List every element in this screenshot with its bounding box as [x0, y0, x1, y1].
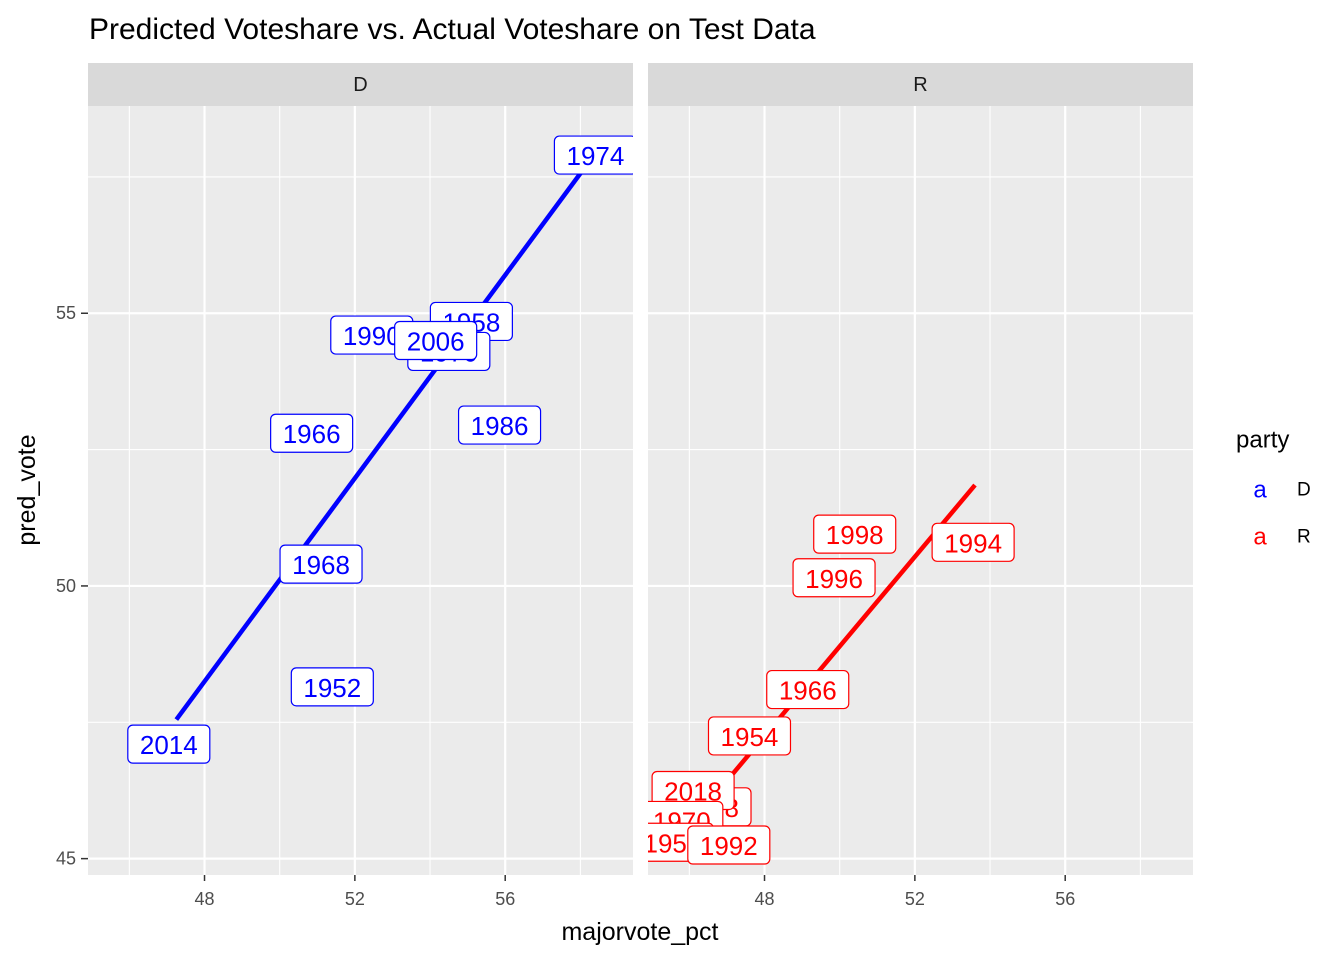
label-box [290, 667, 374, 707]
point-label: 1952 [290, 667, 374, 707]
legend-key-d: a [1253, 477, 1267, 504]
strip-label-d: D [353, 74, 367, 96]
point-label: 2014 [127, 724, 211, 764]
x-tick-label: 52 [905, 889, 925, 909]
facet-panel-d: D 19741958199019702006196619861968195220… [88, 63, 633, 909]
y-axis-title: pred_vote [13, 434, 41, 545]
label-layer: 1998199419961966195419782018197019581992 [648, 514, 1015, 865]
label-layer: 1974195819901970200619661986196819522014 [127, 135, 633, 764]
point-label: 1954 [707, 716, 792, 756]
label-box [813, 514, 897, 554]
label-box [457, 405, 542, 445]
label-box [553, 135, 633, 175]
label-text: 1966 [283, 419, 341, 449]
label-text: 1998 [826, 520, 884, 550]
legend: party a D a R [1236, 427, 1311, 551]
facet-panel-r: R 19981994199619661954197820181970195819… [648, 63, 1193, 909]
label-box [707, 716, 792, 756]
x-tick-label: 52 [345, 889, 365, 909]
label-text: 1996 [805, 564, 863, 594]
fit-line-layer [174, 161, 590, 721]
label-text: 1974 [566, 141, 624, 171]
x-tick-label: 56 [1055, 889, 1075, 909]
label-text: 1994 [944, 528, 1002, 558]
x-tick-label: 56 [495, 889, 515, 909]
label-box [127, 724, 211, 764]
point-label: 1996 [792, 558, 876, 598]
y-tick-label: 45 [56, 849, 76, 869]
label-text: 1952 [303, 673, 361, 703]
legend-key-r: a [1253, 524, 1267, 551]
label-text: 1968 [292, 550, 350, 580]
x-axis-title: majorvote_pct [561, 918, 718, 946]
point-label: 1992 [687, 825, 771, 865]
point-label: 1990 [330, 315, 414, 355]
label-box [792, 558, 876, 598]
fit-line [174, 161, 590, 721]
point-label: 1966 [766, 669, 850, 710]
x-axis: 48 52 56 [755, 875, 1075, 909]
strip-label-r: R [913, 74, 927, 96]
label-box [766, 669, 850, 710]
x-axis: 48 52 56 [195, 875, 515, 909]
y-tick-label: 55 [56, 303, 76, 323]
point-label: 1974 [553, 135, 633, 175]
label-text: 1954 [721, 722, 779, 752]
label-text: 1966 [779, 676, 837, 706]
label-text: 2014 [140, 730, 198, 760]
strip-background [648, 63, 1193, 106]
point-label: 1966 [270, 413, 354, 453]
strip-background [88, 63, 633, 106]
point-label: 1994 [931, 522, 1015, 562]
y-axis: 45 50 55 [56, 303, 88, 869]
point-label: 1998 [813, 514, 897, 554]
label-box [687, 825, 771, 865]
point-label: 1968 [279, 544, 363, 584]
label-text: 2006 [407, 327, 465, 357]
chart-title: Predicted Voteshare vs. Actual Voteshare… [89, 13, 816, 46]
legend-entry-d: D [1297, 480, 1311, 501]
label-text: 1990 [343, 321, 401, 351]
x-tick-label: 48 [755, 889, 775, 909]
label-text: 1986 [471, 411, 529, 441]
legend-entry-r: R [1297, 527, 1311, 548]
label-box [279, 544, 363, 584]
x-tick-label: 48 [195, 889, 215, 909]
label-text: 1992 [700, 831, 758, 861]
point-label: 1986 [457, 405, 542, 445]
label-box [931, 522, 1015, 562]
label-box [394, 320, 478, 361]
panel-background [648, 106, 1193, 875]
point-label: 2006 [394, 320, 478, 361]
y-tick-label: 50 [56, 576, 76, 596]
legend-title: party [1236, 427, 1289, 454]
label-box [270, 413, 354, 453]
